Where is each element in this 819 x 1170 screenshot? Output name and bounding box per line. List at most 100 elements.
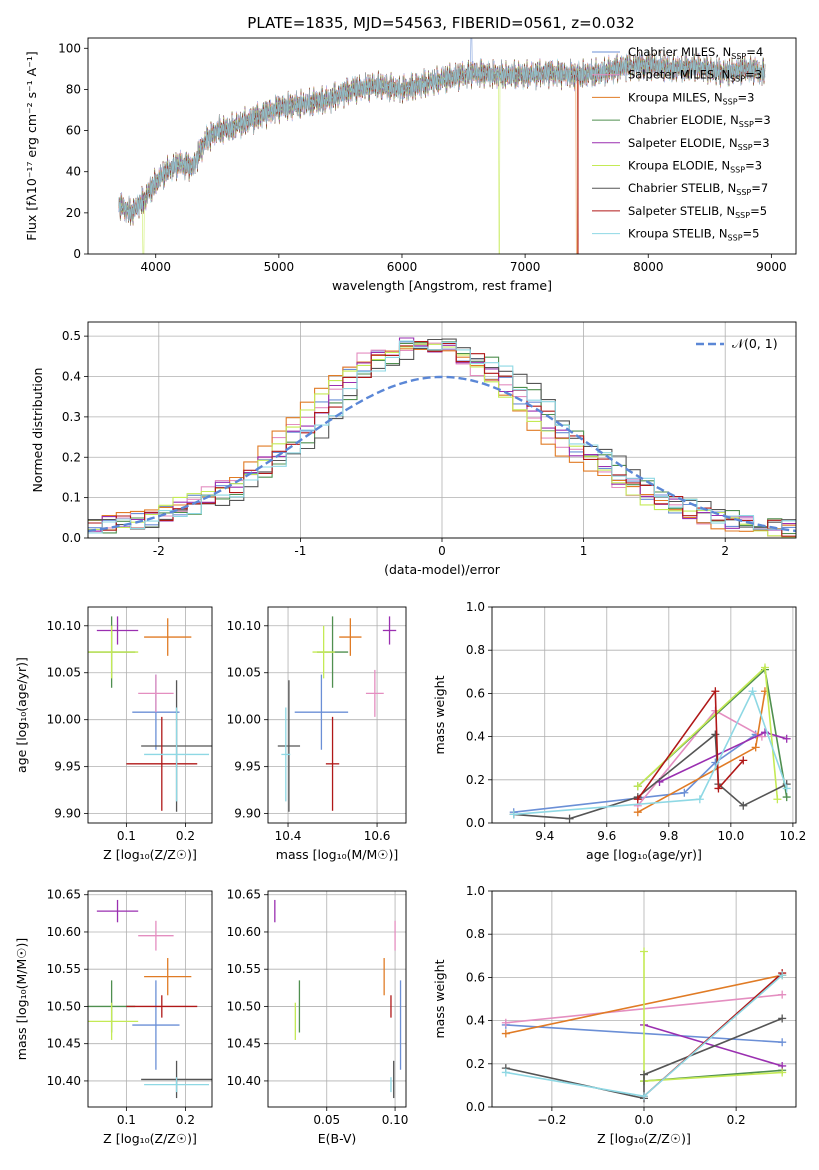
legend-label-suffix: =3 [754, 113, 771, 127]
y-tick-label: 10.05 [47, 666, 81, 680]
plot-area [118, 38, 766, 254]
y-tick-label: 10.55 [227, 962, 261, 976]
y-tick-label: 10.10 [47, 619, 81, 633]
y-tick-label: 10.50 [227, 999, 261, 1013]
legend-label-text: Salpeter MILES, N [628, 68, 730, 82]
weight-marker-chabrier_stelib [778, 1014, 787, 1023]
legend-label-suffix: =3 [738, 90, 755, 104]
age-vs-metallicity-axes: 0.1 0.2 9.90 9.95 10.00 10.05 10.10 Z [log₁₀(Z/… [14, 606, 213, 862]
y-tick-label: 1.0 [466, 884, 485, 898]
y-tick-label: 10.40 [227, 1074, 261, 1088]
ticks: 0.05 0.10 10.40 10.45 10.50 10.55 10.60 10.65 [227, 888, 409, 1127]
weight-marker-chabrier_stelib [739, 801, 748, 810]
legend-label-suffix: =4 [746, 45, 763, 59]
legend-label-sub: SSP [735, 211, 750, 220]
y-axis-label: Flux [fλ10⁻¹⁷ erg cm⁻² s⁻¹ A⁻¹] [24, 51, 39, 240]
x-tick-label: 1 [580, 544, 588, 558]
legend-label-sub: SSP [731, 52, 746, 61]
mass-vs-metallicity-axes: 0.1 0.2 10.40 10.45 10.50 10.55 10.60 10.65 Z [l… [14, 888, 213, 1146]
weight-vs-metallicity-axes: −0.2 0.0 0.2 0.0 0.2 0.4 0.6 0.8 1.0 Z [log₁₀(Z/Z… [432, 884, 797, 1146]
plot-area [88, 337, 796, 538]
legend-label-text: Chabrier MILES, N [628, 45, 731, 59]
weight-line-chabrier_miles [513, 733, 757, 813]
legend-label: Salpeter ELODIE, NSSP=3 [628, 136, 770, 152]
y-tick-label: 0.8 [466, 643, 485, 657]
legend-label: Chabrier STELIB, NSSP=7 [628, 181, 768, 197]
axes-frame [491, 606, 797, 824]
weight-marker-kroupa_miles [751, 743, 760, 752]
x-tick-label: 0.1 [117, 1113, 136, 1127]
x-tick-label: 9.8 [659, 829, 678, 843]
x-tick-label: 4000 [140, 260, 171, 274]
legend-label-suffix: =3 [745, 68, 762, 82]
y-tick-label: 0.3 [62, 410, 81, 424]
weight-line-salpeter_elodie [643, 1024, 783, 1067]
grid [88, 322, 796, 539]
x-tick-label: 0.1 [117, 829, 136, 843]
legend-label: Chabrier MILES, NSSP=4 [628, 45, 763, 61]
plot-area [88, 899, 212, 1099]
y-tick-label: 0.0 [466, 816, 485, 830]
weight-marker-kroupa_elodie [640, 947, 648, 956]
y-tick-label: 9.90 [234, 807, 261, 821]
weight-marker-chabrier_stelib [640, 1070, 648, 1079]
y-tick-label: 0.4 [466, 730, 485, 744]
x-tick-label: 10.0 [717, 829, 744, 843]
legend-label: Kroupa ELODIE, NSSP=3 [628, 159, 762, 175]
y-tick-label: 80 [66, 82, 81, 96]
axes-frame [267, 606, 407, 824]
weight-marker-kroupa_elodie [760, 663, 769, 672]
histogram-kroupa_stelib [88, 340, 796, 534]
x-tick-label: 8000 [633, 260, 664, 274]
legend-label-sub: SSP [730, 75, 745, 84]
y-tick-label: 9.90 [54, 807, 81, 821]
x-tick-label: 6000 [387, 260, 418, 274]
weight-marker-salpeter_stelib [739, 756, 748, 765]
residuals-axes: -2 -1 0 1 2 0.0 0.1 0.2 0.3 0.4 0.5 (data-model)/er… [30, 321, 797, 577]
axes-frame [87, 321, 797, 539]
x-axis-label: Z [log₁₀(Z/Z☉)] [103, 847, 197, 862]
x-axis-label: (data-model)/error [384, 562, 501, 577]
gaussian-curve [88, 375, 796, 533]
y-tick-label: 0.2 [62, 450, 81, 464]
plot-area [88, 616, 212, 812]
y-tick-label: 10.65 [47, 888, 81, 902]
grid [268, 607, 406, 823]
y-tick-label: 0.0 [62, 531, 81, 545]
axes-frame [87, 37, 797, 255]
x-tick-label: 9.4 [535, 829, 554, 843]
legend-label-suffix: =3 [745, 159, 762, 173]
grid [268, 891, 406, 1107]
weight-marker-salpeter_stelib [711, 687, 720, 696]
legend-label: 𝒩(0, 1) [732, 336, 778, 351]
y-tick-label: 9.95 [234, 760, 261, 774]
y-tick-label: 20 [66, 206, 81, 220]
legend-label-text: Kroupa ELODIE, N [628, 159, 730, 173]
weight-line-chabrier_stelib [505, 1017, 783, 1100]
x-tick-label: 5000 [264, 260, 295, 274]
x-tick-label: 0.2 [176, 1113, 195, 1127]
legend-label-suffix: =5 [743, 227, 760, 241]
y-tick-label: 10.10 [227, 619, 261, 633]
legend-label-suffix: =3 [753, 136, 770, 150]
grid [88, 891, 212, 1107]
x-tick-label: 7000 [510, 260, 541, 274]
axes-frame [87, 606, 213, 824]
x-axis-label: E(B-V) [318, 1131, 357, 1146]
y-tick-label: 10.60 [227, 925, 261, 939]
legend-label-sub: SSP [730, 166, 745, 175]
y-axis-label: Normed distribution [30, 368, 45, 493]
legend-label: Salpeter MILES, NSSP=3 [628, 68, 762, 84]
legend-label-sub: SSP [728, 234, 743, 243]
legend-label-sub: SSP [723, 97, 738, 106]
ticks: 4000 5000 6000 7000 8000 9000 0 20 40 60 80 100 [58, 41, 787, 274]
x-axis-label: Z [log₁₀(Z/Z☉)] [103, 1131, 197, 1146]
weight-marker-kroupa_stelib [501, 1068, 510, 1077]
legend-label-sub: SSP [739, 120, 754, 129]
x-tick-label: 9.6 [597, 829, 616, 843]
axes-frame [267, 890, 407, 1108]
mass-vs-ebv-axes: 0.05 0.10 10.40 10.45 10.50 10.55 10.60 10.65 E(… [227, 888, 409, 1146]
weight-marker-chabrier_miles [778, 1038, 787, 1047]
plot-area [277, 616, 397, 812]
y-tick-label: 0.2 [466, 1057, 485, 1071]
